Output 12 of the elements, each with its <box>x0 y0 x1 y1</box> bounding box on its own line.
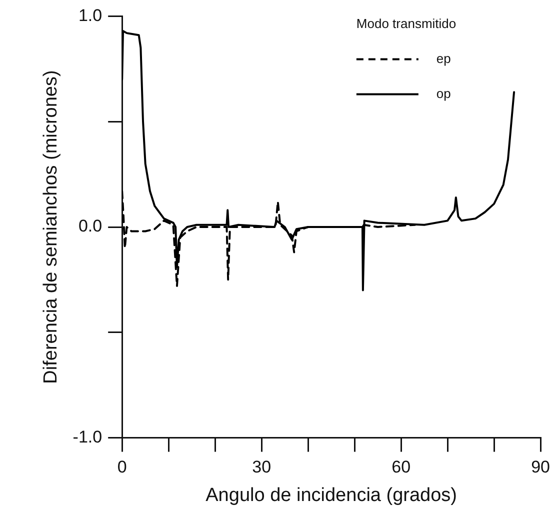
x-tick-label: 0 <box>117 458 127 477</box>
y-tick-label: 1.0 <box>78 6 102 25</box>
x-axis-title: Angulo de incidencia (grados) <box>206 484 458 506</box>
y-axis-title: Diferencia de semianchos (micrones) <box>40 70 62 384</box>
legend-label: ep <box>436 50 451 66</box>
y-tick-label: 0.0 <box>78 216 102 236</box>
x-tick-label: 30 <box>252 458 272 477</box>
y-tick-label: -1.0 <box>72 427 102 446</box>
legend-label: op <box>436 86 451 101</box>
x-tick-label: 60 <box>392 458 411 477</box>
x-tick-label: 90 <box>531 458 550 477</box>
legend-title: Modo transmitido <box>356 16 456 31</box>
